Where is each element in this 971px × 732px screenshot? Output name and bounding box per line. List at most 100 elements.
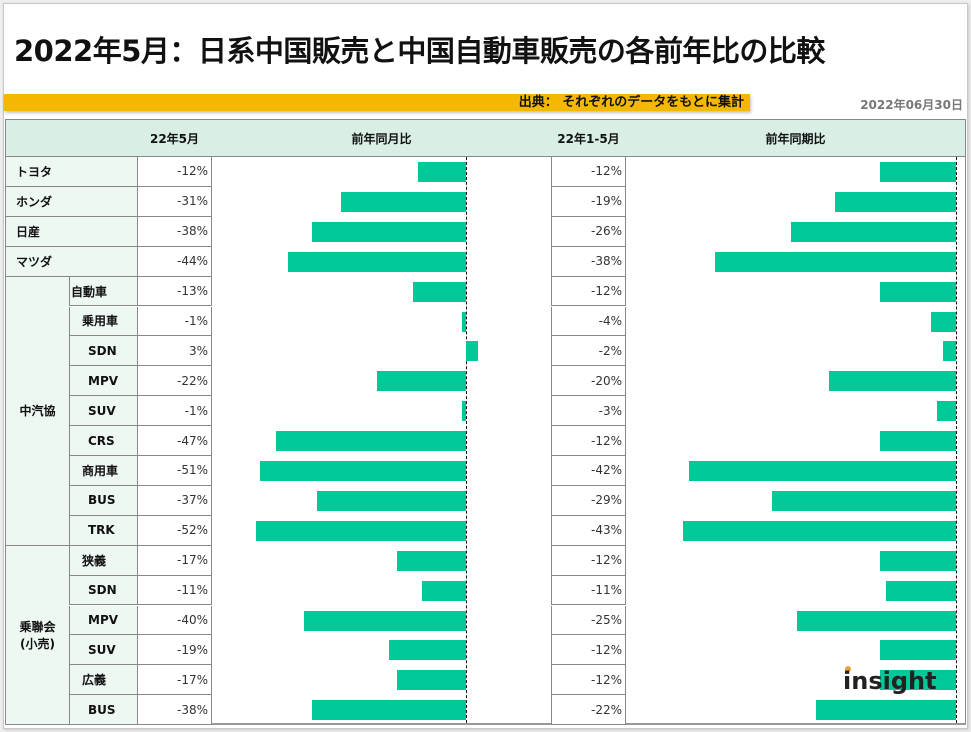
row-label: 広義 bbox=[69, 665, 137, 696]
chart-yoy-month bbox=[213, 157, 551, 723]
may-value: -11% bbox=[137, 575, 212, 606]
group-label: 乗聯会 (小売) bbox=[6, 545, 69, 726]
may-value: -22% bbox=[137, 366, 212, 397]
bar bbox=[259, 461, 466, 481]
bar bbox=[943, 341, 956, 362]
bar bbox=[879, 550, 956, 571]
bar bbox=[797, 610, 956, 631]
header-blank bbox=[6, 120, 137, 157]
zero-line bbox=[466, 157, 467, 723]
header-yoy-month: 前年同月比 bbox=[212, 120, 551, 157]
may-value: -17% bbox=[137, 545, 212, 576]
group-label: 中汽協 bbox=[6, 276, 69, 546]
logo-dot bbox=[845, 666, 851, 672]
row-label: SUV bbox=[69, 635, 137, 666]
ytd-value: -42% bbox=[551, 456, 626, 486]
bar bbox=[377, 371, 466, 392]
bar bbox=[879, 640, 956, 661]
may-value: -40% bbox=[137, 605, 212, 636]
row-label: トヨタ bbox=[6, 157, 137, 187]
row-label: SDN bbox=[69, 336, 137, 367]
header-ytd: 22年1-5月 bbox=[551, 120, 626, 157]
bar bbox=[397, 550, 466, 571]
row-label: ホンダ bbox=[6, 186, 137, 217]
ytd-value: -3% bbox=[551, 396, 626, 427]
bar bbox=[879, 281, 956, 302]
ytd-value: -2% bbox=[551, 336, 626, 367]
bar bbox=[389, 640, 466, 661]
ytd-value: -38% bbox=[551, 246, 626, 277]
row-label: 乗用車 bbox=[69, 306, 137, 337]
row-label: BUS bbox=[69, 695, 137, 726]
row-label: マツダ bbox=[6, 246, 137, 277]
page-title: 2022年5月：日系中国販売と中国自動車販売の各前年比の比較 bbox=[14, 34, 825, 68]
row-label: TRK bbox=[69, 515, 137, 546]
bar bbox=[879, 162, 956, 182]
bar bbox=[466, 341, 479, 362]
ytd-value: -43% bbox=[551, 515, 626, 546]
ytd-value: -12% bbox=[551, 157, 626, 187]
may-value: -1% bbox=[137, 396, 212, 427]
row-label: 日産 bbox=[6, 216, 137, 247]
ytd-value: -12% bbox=[551, 665, 626, 696]
may-value: -38% bbox=[137, 216, 212, 247]
row-label: 狭義 bbox=[69, 545, 137, 576]
bar bbox=[304, 610, 466, 631]
may-value: -37% bbox=[137, 485, 212, 516]
chart-yoy-ytd bbox=[627, 157, 965, 723]
bar bbox=[790, 221, 956, 242]
header-yoy-ytd: 前年同期比 bbox=[626, 120, 965, 157]
bar bbox=[255, 520, 466, 541]
ytd-value: -26% bbox=[551, 216, 626, 247]
bar bbox=[771, 490, 956, 511]
ytd-value: -4% bbox=[551, 306, 626, 337]
bar bbox=[682, 520, 956, 541]
may-value: -12% bbox=[137, 157, 212, 187]
ytd-value: -12% bbox=[551, 635, 626, 666]
bar bbox=[413, 281, 466, 302]
ytd-value: -19% bbox=[551, 186, 626, 217]
bar bbox=[714, 251, 956, 272]
row-label: 商用車 bbox=[69, 456, 137, 486]
comparison-table: 22年5月 前年同月比 22年1-5月 前年同期比 トヨタ -12% -12% ホンダ… bbox=[5, 119, 966, 726]
row-label: SUV bbox=[69, 396, 137, 427]
row-label: 自動車 bbox=[69, 276, 137, 307]
bar bbox=[397, 670, 466, 691]
bar bbox=[340, 191, 466, 212]
may-value: -52% bbox=[137, 515, 212, 546]
bar bbox=[816, 700, 956, 721]
row-label: MPV bbox=[69, 366, 137, 397]
ytd-value: -20% bbox=[551, 366, 626, 397]
row-label: CRS bbox=[69, 426, 137, 456]
bar bbox=[936, 401, 956, 422]
may-value: -13% bbox=[137, 276, 212, 307]
bar bbox=[316, 490, 466, 511]
bar bbox=[312, 700, 466, 721]
bar bbox=[288, 251, 466, 272]
bar bbox=[886, 580, 956, 601]
bar bbox=[835, 191, 956, 212]
ytd-value: -22% bbox=[551, 695, 626, 726]
ytd-value: -12% bbox=[551, 545, 626, 576]
may-value: -47% bbox=[137, 426, 212, 456]
may-value: -51% bbox=[137, 456, 212, 486]
ytd-value: -12% bbox=[551, 276, 626, 307]
bar bbox=[879, 670, 956, 691]
bar bbox=[417, 162, 466, 182]
bar bbox=[461, 311, 466, 332]
zero-line bbox=[956, 157, 957, 723]
bar bbox=[276, 431, 466, 452]
source-text: 出典： それぞれのデータをもとに集計 bbox=[518, 95, 744, 110]
date-label: 2022年06月30日 bbox=[860, 98, 963, 112]
may-value: 3% bbox=[137, 336, 212, 367]
header-may: 22年5月 bbox=[137, 120, 212, 157]
may-value: -17% bbox=[137, 665, 212, 696]
may-value: -1% bbox=[137, 306, 212, 337]
row-label: MPV bbox=[69, 605, 137, 636]
insight-logo: insight bbox=[843, 667, 937, 695]
ytd-value: -25% bbox=[551, 605, 626, 636]
bar bbox=[689, 461, 956, 481]
may-value: -31% bbox=[137, 186, 212, 217]
source-banner: 出典： それぞれのデータをもとに集計 bbox=[4, 94, 750, 111]
